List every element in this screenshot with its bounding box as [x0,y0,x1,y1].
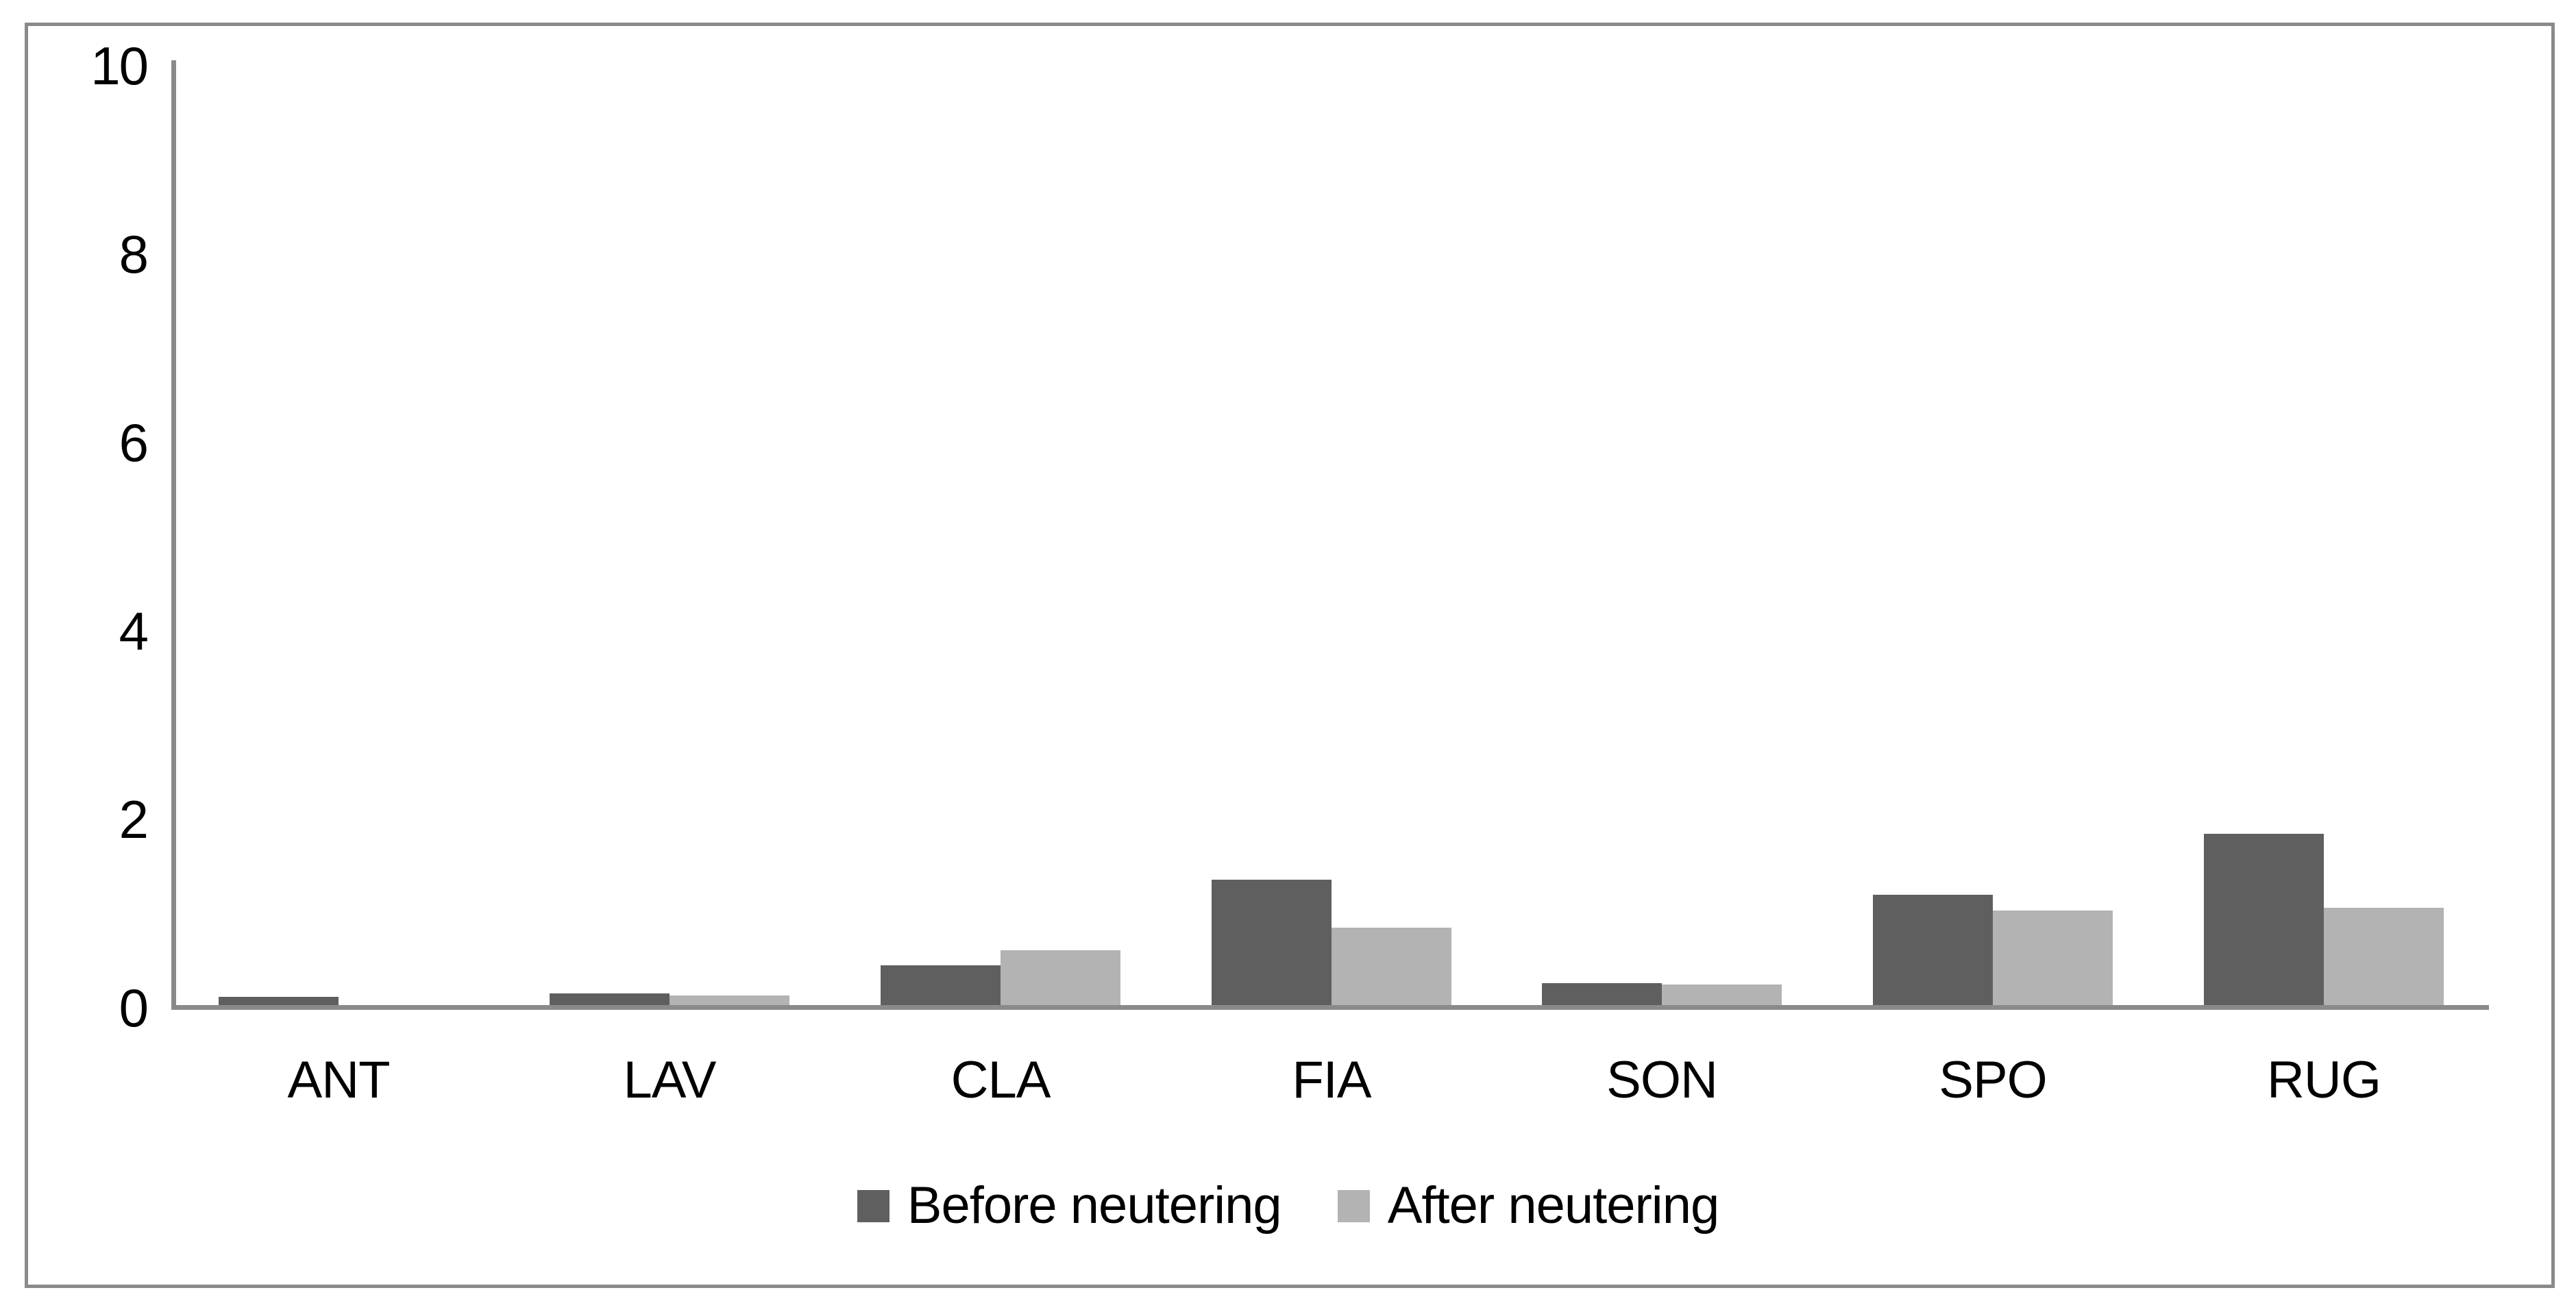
legend: Before neutering After neutering [0,1177,2576,1235]
bar-after-spo [1993,911,2113,1005]
category-label-lav: LAV [623,1051,716,1109]
y-tick-label: 4 [119,601,149,661]
bar-before-cla [881,965,1001,1005]
bar-after-rug [2324,908,2444,1005]
category-label-son: SON [1606,1051,1718,1109]
category-label-spo: SPO [1939,1051,2048,1109]
legend-label: After neutering [1387,1176,1720,1235]
category-label-ant: ANT [287,1051,391,1109]
legend-swatch-icon [1337,1189,1370,1222]
y-tick-label: 10 [90,36,149,96]
bar-after-lav [670,995,789,1005]
bar-after-cla [1001,950,1120,1005]
bar-before-son [1542,983,1662,1005]
bar-before-ant [219,997,339,1005]
bar-before-spo [1873,895,1993,1005]
legend-label: Before neutering [907,1176,1282,1235]
y-tick-label: 8 [119,224,149,284]
legend-swatch-icon [857,1189,890,1222]
bar-before-rug [2204,834,2324,1005]
category-label-rug: RUG [2267,1051,2381,1109]
bar-after-fia [1332,928,1451,1005]
legend-item-before: Before neutering [857,1176,1282,1235]
bar-before-lav [550,993,670,1005]
y-tick-label: 6 [119,412,149,473]
bar-after-son [1662,985,1782,1005]
category-label-fia: FIA [1292,1051,1371,1109]
legend-item-after: After neutering [1337,1176,1720,1235]
chart-border [25,23,2555,1288]
y-tick-label: 0 [119,978,149,1038]
y-tick-label: 2 [119,789,149,850]
y-axis-line [171,60,176,1010]
x-axis-line [171,1005,2489,1010]
category-label-cla: CLA [950,1051,1051,1109]
bar-before-fia [1212,880,1332,1005]
